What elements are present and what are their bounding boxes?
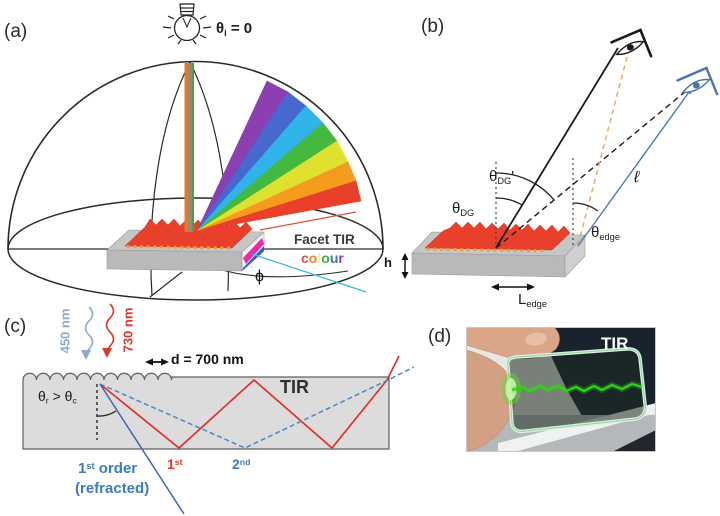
meridian-base-line	[149, 271, 183, 298]
panel-d-photo	[466, 327, 656, 452]
arc-theta-edge	[572, 202, 599, 212]
h-label: h	[384, 255, 392, 270]
tir-label-c: TIR	[280, 377, 309, 397]
facet-tir-line	[259, 211, 357, 231]
panel-a-label: (a)	[4, 21, 28, 42]
period-label: d = 700 nm	[171, 351, 244, 367]
grating-b	[424, 221, 571, 251]
panel-b-label: (b)	[421, 16, 445, 37]
arc-theta-dg	[495, 197, 523, 206]
theta-dg-label: θDG	[452, 200, 475, 218]
colour-letter: c	[301, 250, 309, 266]
incident-beam	[184, 63, 194, 232]
sample-b	[411, 221, 586, 278]
wavy-arrow-450	[84, 306, 94, 357]
facet-magenta-stripe	[243, 238, 264, 264]
rainbow-fan	[196, 80, 362, 232]
laser-beam	[511, 382, 643, 393]
eye-icon-blue	[676, 66, 719, 96]
waveguide-slab	[22, 372, 390, 450]
theta-i-label: θi = 0	[216, 20, 253, 38]
sightline-black-solid	[495, 47, 619, 249]
second-bounce-label: 2nd	[232, 456, 251, 472]
ray-refracted	[99, 383, 185, 515]
sightline-blue-solid	[577, 87, 693, 247]
tir-label-d: TIR	[601, 334, 629, 353]
wavy-arrow-450-head	[81, 350, 91, 360]
colour-letter: r	[338, 250, 344, 266]
sightline-black-dashed	[495, 90, 687, 249]
critical-angle-label: θr > θc	[38, 388, 77, 406]
glass-inner-edge	[507, 348, 646, 432]
phi-arc	[215, 267, 349, 278]
panel-a-diagram	[7, 3, 384, 301]
panel-b-diagram	[401, 28, 719, 291]
theta-edge-label: θedge	[591, 224, 621, 242]
first-order-label: 1st order	[78, 460, 138, 477]
refracted-label: (refracted)	[75, 480, 150, 497]
colour-letter: u	[329, 250, 339, 266]
ray-red-tir	[99, 355, 400, 450]
colour-letter: o	[321, 250, 330, 266]
wavelength-730-label: 730 nm	[120, 307, 136, 353]
arc-theta-dg-prime	[495, 172, 555, 201]
colour-label: colour	[301, 251, 344, 265]
sightline-orange-dashed	[577, 56, 628, 246]
wavy-arrow-730-head	[102, 348, 112, 358]
photo-dark-corner	[612, 430, 656, 452]
panel-d-label: (d)	[428, 326, 452, 347]
first-bounce-label: 1st	[167, 456, 183, 472]
facet-blue-stripe	[242, 246, 264, 271]
panel-c-diagram	[22, 303, 415, 515]
colour-line	[251, 253, 367, 293]
l-edge-arrow	[491, 283, 535, 291]
wavelength-450-label: 450 nm	[57, 308, 73, 354]
colour-letter: l	[317, 250, 322, 266]
h-arrow	[401, 253, 409, 279]
wavy-arrow-730	[105, 303, 115, 354]
arc-theta-r	[96, 410, 117, 417]
eye-icon-black	[610, 28, 653, 58]
ray-blue-tir	[99, 366, 415, 449]
colour-letter: o	[308, 250, 318, 266]
theta-dg-prime-label: θDG'	[489, 168, 515, 186]
laser-entry-glow	[505, 378, 517, 400]
ell-label: ℓ	[634, 169, 640, 186]
period-arrow	[145, 358, 169, 366]
dome-silhouette	[7, 60, 384, 250]
panel-c-label: (c)	[4, 316, 27, 337]
photo-border	[466, 327, 656, 452]
phi-label: ϕ	[255, 268, 264, 285]
grating-dots-b	[426, 247, 550, 253]
l-edge-label: Ledge	[518, 291, 548, 309]
fingernail	[525, 332, 547, 346]
facet-tir-label: Facet TIR	[294, 232, 355, 247]
light-bulb-icon	[162, 3, 212, 45]
